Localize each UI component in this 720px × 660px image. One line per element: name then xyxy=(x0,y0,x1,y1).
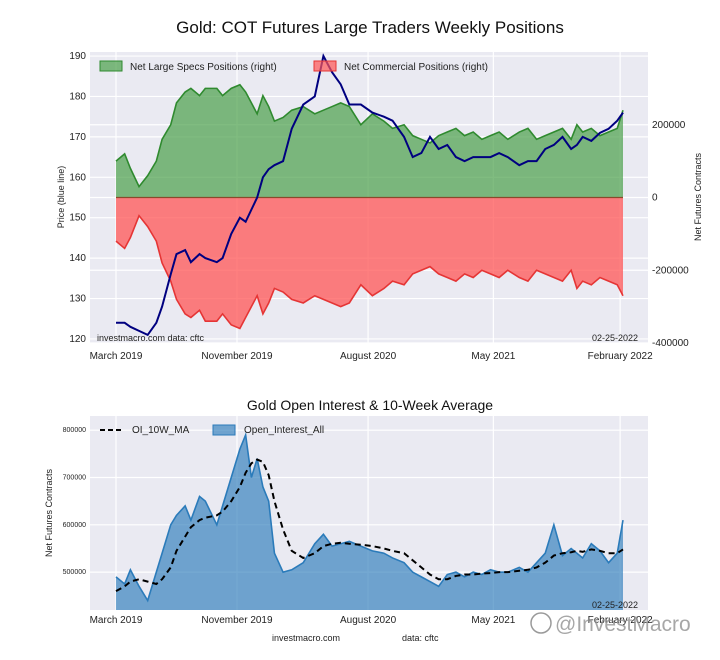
bottom-axis-title: Net Futures Contracts xyxy=(44,468,54,557)
right-tick-1: -200000 xyxy=(652,265,689,276)
bottom-x-tick-0: March 2019 xyxy=(90,615,143,626)
legend-label-ma: OI_10W_MA xyxy=(132,425,190,436)
bottom-y-tick-0: 500000 xyxy=(63,569,86,576)
commercial-area xyxy=(116,197,623,329)
left-tick-2: 140 xyxy=(69,253,86,264)
top-x-tick-4: February 2022 xyxy=(588,351,653,362)
commercial-area-series xyxy=(115,196,624,330)
open-interest-area xyxy=(116,434,623,610)
top-date-note: 02-25-2022 xyxy=(592,333,638,343)
bottom-x-tick-2: August 2020 xyxy=(340,615,397,626)
bottom-source-right: data: cftc xyxy=(402,633,439,643)
top-x-tick-labels: March 2019 November 2019 August 2020 May 20… xyxy=(90,351,653,362)
top-source-note: investmacro.com data: cftc xyxy=(97,333,205,343)
left-axis-title: Price (blue line) xyxy=(56,166,66,229)
right-y-tick-labels: -400000 -200000 0 200000 xyxy=(652,120,689,349)
bottom-date-note: 02-25-2022 xyxy=(592,600,638,610)
legend-swatch-commercial xyxy=(313,60,337,72)
bottom-y-tick-3: 800000 xyxy=(63,427,86,434)
top-x-tick-3: May 2021 xyxy=(471,351,515,362)
right-axis-title: Net Futures Contracts xyxy=(693,152,703,241)
left-tick-7: 190 xyxy=(69,51,86,62)
watermark-logo-icon xyxy=(530,612,552,634)
bottom-source-left: investmacro.com xyxy=(272,633,340,643)
specs-area xyxy=(116,84,623,198)
right-tick-2: 0 xyxy=(652,193,658,204)
price-line xyxy=(116,53,624,337)
commercial-outline xyxy=(115,214,624,330)
bottom-y-tick-2: 700000 xyxy=(63,475,86,482)
specs-outline xyxy=(115,83,624,189)
right-tick-0: -400000 xyxy=(652,338,689,349)
bottom-chart-title: Gold Open Interest & 10-Week Average xyxy=(247,397,493,413)
top-x-tick-2: August 2020 xyxy=(340,351,397,362)
left-tick-3: 150 xyxy=(69,213,86,224)
left-y-tick-labels: 120 130 140 150 160 170 180 190 xyxy=(69,51,86,345)
specs-area-series xyxy=(115,83,624,198)
left-tick-0: 120 xyxy=(69,334,86,345)
left-tick-4: 160 xyxy=(69,172,86,183)
legend-swatch-oi xyxy=(212,424,236,436)
bottom-y-tick-labels: 500000 600000 700000 800000 xyxy=(63,427,86,576)
legend-label-oi: Open_Interest_All xyxy=(244,425,324,436)
bottom-x-tick-4: February 2022 xyxy=(588,615,653,626)
right-tick-3: 200000 xyxy=(652,120,686,131)
moving-average-line-series xyxy=(115,458,624,592)
bottom-y-tick-1: 600000 xyxy=(63,522,86,529)
left-tick-5: 170 xyxy=(69,132,86,143)
top-x-tick-1: November 2019 xyxy=(201,351,273,362)
bottom-legend: OI_10W_MA Open_Interest_All xyxy=(100,424,324,436)
top-chart-title: Gold: COT Futures Large Traders Weekly P… xyxy=(176,18,564,37)
left-tick-1: 130 xyxy=(69,294,86,305)
watermark-text: @InvestMacro xyxy=(555,613,691,636)
top-legend: Net Large Specs Positions (right) Net Co… xyxy=(99,60,488,73)
legend-label-commercial: Net Commercial Positions (right) xyxy=(344,62,488,73)
top-x-tick-0: March 2019 xyxy=(90,351,143,362)
bottom-x-tick-1: November 2019 xyxy=(201,615,273,626)
legend-swatch-specs xyxy=(99,60,123,72)
bottom-x-tick-labels: March 2019 November 2019 August 2020 May 20… xyxy=(90,615,653,626)
price-line-series xyxy=(116,53,624,337)
bottom-x-tick-3: May 2021 xyxy=(471,615,515,626)
legend-label-specs: Net Large Specs Positions (right) xyxy=(130,62,277,73)
left-tick-6: 180 xyxy=(69,91,86,102)
watermark: @InvestMacro xyxy=(530,612,691,636)
moving-average-line xyxy=(115,458,624,592)
